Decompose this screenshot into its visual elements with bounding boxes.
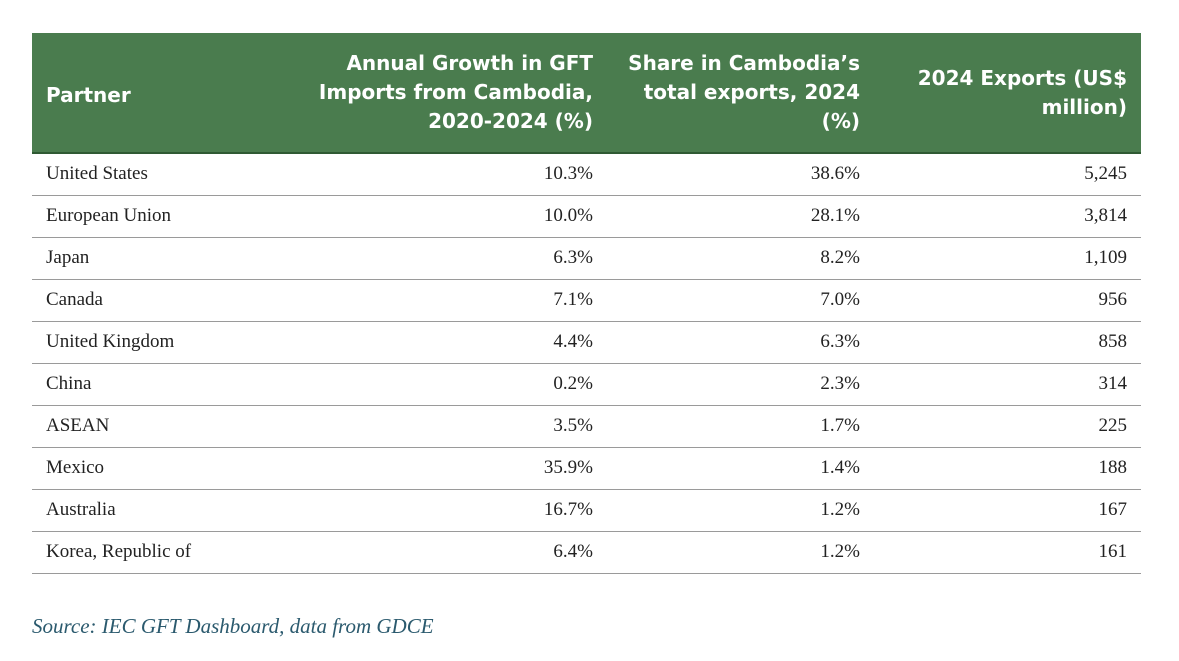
- share-cell: 8.2%: [820, 247, 860, 268]
- header-partner: Partner: [46, 83, 131, 107]
- table-row: Australia 16.7% 1.2% 167: [32, 489, 1141, 531]
- table-header-row: Partner Annual Growth in GFT Imports fro…: [32, 33, 1141, 153]
- share-cell: 38.6%: [810, 163, 860, 185]
- share-cell: 1.7%: [820, 415, 860, 436]
- share-cell: 7.0%: [820, 289, 860, 310]
- header-annual-growth: Annual Growth in GFT Imports from Cambod…: [318, 51, 593, 133]
- table-body: United States 10.3% 38.6% 5,245 European Uni…: [32, 153, 1141, 573]
- table-row: China 0.2% 2.3% 314: [32, 363, 1141, 405]
- annual-growth-cell: 7.1%: [553, 289, 593, 310]
- partner-cell: Japan: [46, 247, 90, 268]
- annual-growth-cell: 6.3%: [553, 247, 593, 268]
- table-row: United States 10.3% 38.6% 5,245: [32, 153, 1141, 195]
- share-cell: 28.1%: [810, 205, 860, 226]
- export-partners-table: Partner Annual Growth in GFT Imports fro…: [32, 33, 1141, 574]
- annual-growth-cell: 6.4%: [553, 541, 593, 562]
- partner-cell: United States: [46, 163, 148, 185]
- partner-cell: Australia: [46, 499, 116, 520]
- annual-growth-cell: 3.5%: [553, 415, 593, 436]
- table-row: Japan 6.3% 8.2% 1,109: [32, 237, 1141, 279]
- exports-cell: 225: [1098, 415, 1128, 436]
- exports-cell: 956: [1098, 289, 1128, 310]
- partner-cell: ASEAN: [46, 415, 110, 436]
- table-row: ASEAN 3.5% 1.7% 225: [32, 405, 1141, 447]
- annual-growth-cell: 0.2%: [553, 373, 593, 394]
- table-row: Korea, Republic of 6.4% 1.2% 161: [32, 531, 1141, 573]
- annual-growth-cell: 4.4%: [553, 331, 593, 352]
- partner-cell: United Kingdom: [46, 331, 175, 352]
- partner-cell: China: [46, 373, 92, 394]
- share-cell: 1.4%: [820, 457, 860, 478]
- table-row: Canada 7.1% 7.0% 956: [32, 279, 1141, 321]
- partner-cell: European Union: [46, 205, 172, 226]
- table-row: European Union 10.0% 28.1% 3,814: [32, 195, 1141, 237]
- exports-cell: 161: [1098, 541, 1128, 562]
- share-cell: 2.3%: [820, 373, 860, 394]
- exports-cell: 1,109: [1084, 247, 1127, 268]
- share-cell: 1.2%: [820, 499, 860, 520]
- exports-cell: 5,245: [1084, 163, 1127, 185]
- table-row: United Kingdom 4.4% 6.3% 858: [32, 321, 1141, 363]
- annual-growth-cell: 10.0%: [543, 205, 593, 226]
- partner-cell: Mexico: [46, 457, 105, 478]
- export-partners-table-wrapper: Partner Annual Growth in GFT Imports fro…: [32, 33, 1141, 574]
- header-2024-exports: 2024 Exports (US$ million): [917, 65, 1127, 119]
- exports-cell: 858: [1098, 331, 1128, 352]
- partner-cell: Canada: [46, 289, 103, 310]
- share-cell: 1.2%: [820, 541, 860, 562]
- partner-cell: Korea, Republic of: [46, 541, 192, 562]
- exports-cell: 3,814: [1084, 205, 1127, 226]
- source-note: Source: IEC GFT Dashboard, data from GDC…: [32, 614, 434, 638]
- annual-growth-cell: 10.3%: [543, 163, 593, 185]
- annual-growth-cell: 16.7%: [543, 499, 593, 520]
- exports-cell: 188: [1098, 457, 1128, 478]
- exports-cell: 167: [1098, 499, 1128, 520]
- header-share-total-exports: Share in Cambodia’s total exports, 2024 …: [628, 51, 860, 133]
- annual-growth-cell: 35.9%: [543, 457, 593, 478]
- table-row: Mexico 35.9% 1.4% 188: [32, 447, 1141, 489]
- share-cell: 6.3%: [820, 331, 860, 352]
- exports-cell: 314: [1098, 373, 1128, 394]
